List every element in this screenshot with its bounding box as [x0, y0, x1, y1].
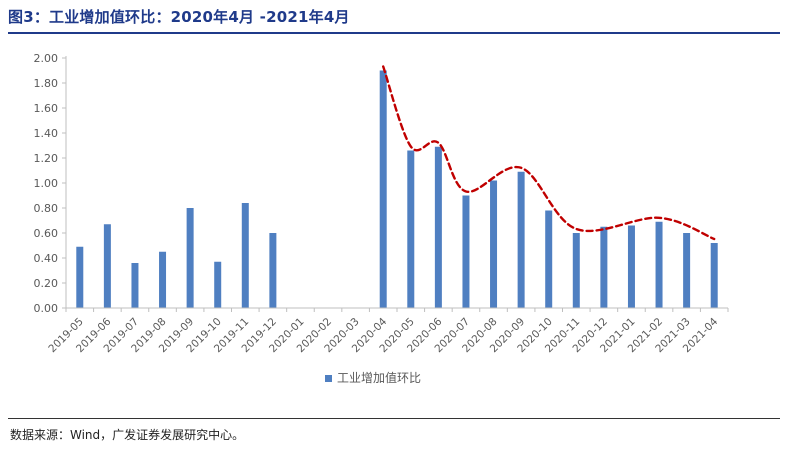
y-tick-label: 1.00	[34, 177, 59, 190]
bar-2019-05	[76, 246, 84, 308]
legend-swatch	[325, 375, 332, 382]
x-axis: 2019-052019-062019-072019-082019-092019-…	[46, 307, 729, 355]
bar-2020-04	[379, 70, 387, 308]
y-axis: 0.00 0.20 0.40 0.60 0.80 1.00 1.20 1.40 1.60 1.80…	[34, 52, 67, 315]
bar-2019-08	[159, 251, 167, 308]
bar-2019-12	[269, 233, 277, 308]
bar-2021-02	[655, 221, 663, 308]
y-tick-label: 0.00	[34, 302, 59, 315]
bar-2019-06	[103, 224, 111, 308]
source-note: 数据来源：Wind，广发证券发展研究中心。	[10, 428, 245, 442]
footer-divider	[8, 418, 780, 419]
bar-2019-10	[214, 261, 222, 308]
bar-2021-04	[710, 243, 718, 308]
bar-2020-05	[407, 150, 415, 308]
y-tick-label: 0.20	[34, 277, 59, 290]
title-divider	[8, 32, 780, 34]
bar-2020-12	[600, 226, 608, 308]
chart-container: 0.00 0.20 0.40 0.60 0.80 1.00 1.20 1.40 1.60 1.80…	[0, 36, 790, 416]
bar-2020-11	[572, 233, 580, 308]
bars	[76, 70, 718, 308]
trend-annotation	[382, 65, 716, 241]
bar-2019-11	[241, 203, 249, 308]
legend: 工业增加值环比	[325, 370, 421, 385]
y-tick-label: 1.40	[34, 127, 59, 140]
y-tick-label: 0.40	[34, 252, 59, 265]
bar-chart: 0.00 0.20 0.40 0.60 0.80 1.00 1.20 1.40 1.60 1.80…	[34, 52, 729, 385]
bar-2020-10	[545, 210, 553, 308]
bar-2021-01	[627, 225, 635, 308]
y-tick-label: 1.60	[34, 102, 59, 115]
bar-2020-09	[517, 171, 525, 308]
trend-dashed-curve	[382, 65, 716, 241]
y-tick-label: 1.20	[34, 152, 59, 165]
y-tick-label: 0.80	[34, 202, 59, 215]
bar-2020-06	[434, 146, 442, 308]
y-tick-label: 1.80	[34, 77, 59, 90]
bar-2020-07	[462, 195, 470, 308]
chart-title: 图3：工业增加值环比：2020年4月 -2021年4月	[8, 8, 350, 26]
legend-label: 工业增加值环比	[337, 370, 421, 385]
bar-2019-09	[186, 208, 194, 308]
bar-2021-03	[683, 233, 691, 308]
y-tick-label: 0.60	[34, 227, 59, 240]
bar-2020-08	[490, 180, 498, 308]
y-tick-label: 2.00	[34, 52, 59, 65]
bar-2019-07	[131, 263, 139, 308]
